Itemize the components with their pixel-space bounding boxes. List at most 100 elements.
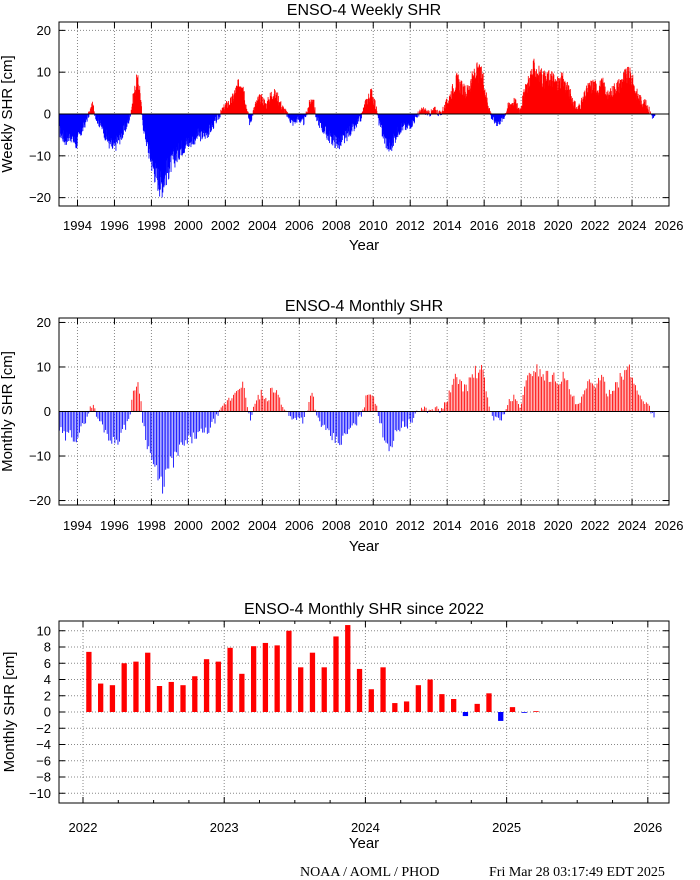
bar [413, 411, 415, 418]
bar [296, 411, 298, 420]
bar [545, 370, 547, 412]
bar [314, 107, 316, 114]
bar [379, 411, 381, 424]
bar [220, 407, 222, 412]
bar [250, 411, 251, 421]
bar [482, 369, 484, 412]
x-tick-label: 2006 [285, 518, 314, 533]
bar [130, 114, 131, 117]
bar [91, 407, 93, 412]
bar [265, 103, 267, 114]
bar [180, 685, 186, 712]
bar [87, 114, 88, 116]
x-tick-label: 2006 [285, 218, 314, 233]
bar [411, 411, 413, 423]
plot-area [59, 621, 669, 803]
bar [121, 663, 127, 712]
bar [225, 404, 227, 412]
bar [221, 107, 223, 114]
bar [109, 411, 111, 441]
bar [595, 388, 596, 412]
bar [229, 400, 231, 412]
bar [561, 381, 563, 412]
bar [562, 371, 564, 412]
bar [68, 411, 70, 433]
bar [588, 379, 590, 412]
bar [66, 411, 68, 432]
x-tick-label: 2014 [433, 218, 462, 233]
bar [117, 411, 119, 445]
bar [259, 399, 261, 412]
bar [402, 411, 404, 422]
bar [297, 114, 299, 120]
bar [362, 111, 364, 114]
chart-title: ENSO-4 Monthly SHR [285, 298, 443, 315]
bar [471, 374, 473, 412]
bar [604, 381, 606, 412]
bar [311, 392, 313, 412]
bar [439, 694, 445, 712]
bar [249, 114, 251, 126]
bar [444, 402, 445, 412]
bar [266, 401, 268, 412]
bar [251, 114, 253, 120]
bar [377, 411, 379, 417]
bar [468, 377, 470, 412]
bar [652, 114, 654, 116]
bar [559, 383, 561, 412]
bar [137, 382, 139, 412]
monthly-shr-chart: −20 −10 0 10 20 1994 1996 1998 2000 2002 2004 2006 2… [0, 298, 683, 555]
y-tick-label: −10 [29, 449, 51, 464]
bar [451, 699, 457, 712]
bar [205, 411, 207, 428]
x-tick-label: 2026 [655, 518, 684, 533]
bar [457, 384, 459, 412]
bar [148, 411, 150, 447]
bar [396, 411, 398, 432]
bar [88, 111, 89, 114]
bar [297, 411, 299, 418]
bar [219, 409, 221, 412]
bar [340, 411, 342, 445]
bar [90, 107, 92, 114]
bar [430, 114, 431, 116]
bar [425, 407, 427, 412]
y-tick-label: −6 [36, 753, 51, 768]
bar [82, 411, 83, 424]
bar [435, 109, 437, 114]
bar [309, 652, 316, 712]
bar [579, 402, 581, 412]
bar [71, 411, 73, 438]
bar [236, 391, 237, 412]
bar [293, 411, 294, 419]
bar [280, 404, 282, 412]
bar [650, 111, 651, 114]
bar [242, 381, 244, 412]
bar [645, 402, 647, 412]
bar [168, 411, 170, 469]
bar [636, 390, 638, 412]
bar [119, 411, 120, 442]
bar [99, 411, 100, 422]
bar [504, 411, 506, 415]
bar [284, 108, 286, 114]
bar [72, 411, 74, 442]
bar [454, 373, 456, 412]
bar [133, 661, 139, 712]
bar [320, 411, 322, 427]
bar [85, 411, 87, 424]
bar [570, 394, 572, 412]
bar [111, 411, 113, 444]
bar [139, 393, 140, 412]
bar [493, 411, 495, 421]
bar [558, 385, 559, 412]
bar [217, 114, 219, 120]
bar [197, 411, 199, 433]
bar [553, 372, 555, 412]
bar [356, 668, 363, 712]
bar [612, 390, 613, 412]
bar [418, 114, 420, 117]
bar [525, 380, 527, 412]
bar [277, 394, 279, 412]
bar [547, 370, 549, 412]
